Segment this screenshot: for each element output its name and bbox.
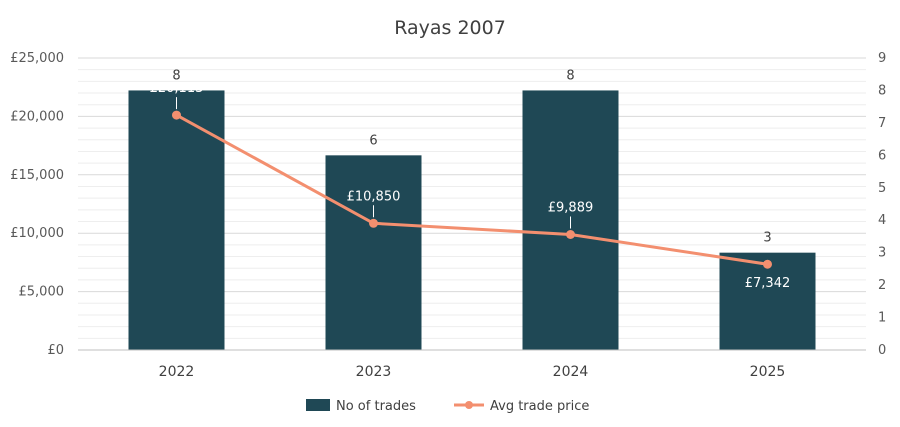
legend-swatch-bar — [306, 399, 330, 411]
right-tick-label: 8 — [878, 83, 886, 98]
line-point — [763, 259, 772, 269]
line-series: £20,113 £10,850 £9,889 £7,342 — [150, 81, 791, 291]
bar-data-label: 3 — [763, 231, 771, 246]
left-tick-label: £25,000 — [10, 51, 64, 66]
bar-data-label: 8 — [566, 68, 574, 83]
line-point — [566, 229, 575, 239]
right-tick-label: 7 — [878, 116, 886, 131]
right-tick-label: 3 — [878, 246, 886, 261]
left-tick-label: £20,000 — [10, 109, 64, 124]
left-tick-label: £0 — [47, 343, 64, 358]
legend-label-bar: No of trades — [336, 399, 416, 414]
chart-title: Rayas 2007 — [394, 17, 506, 39]
line-data-label: £10,850 — [347, 189, 401, 204]
right-tick-label: 6 — [878, 148, 886, 163]
bars: 8 6 8 3 — [128, 68, 816, 350]
left-axis: £0 £5,000 £10,000 £15,000 £20,000 £25,000 — [10, 51, 64, 358]
avg-price-line — [175, 113, 768, 266]
line-data-label: £9,889 — [548, 200, 594, 215]
bar-data-label: 8 — [172, 68, 180, 83]
legend-label-line: Avg trade price — [490, 399, 589, 414]
category-label: 2022 — [159, 364, 195, 380]
bar — [128, 90, 225, 350]
bar — [719, 252, 816, 350]
left-tick-label: £15,000 — [10, 168, 64, 183]
right-tick-label: 2 — [878, 278, 886, 293]
line-data-label: £20,113 — [150, 81, 204, 96]
left-tick-label: £5,000 — [19, 285, 65, 300]
right-axis: 0 1 2 3 4 5 6 7 8 9 — [878, 51, 886, 358]
category-label: 2024 — [553, 364, 589, 380]
right-tick-label: 0 — [878, 343, 886, 358]
line-point — [369, 218, 378, 228]
line-data-label: £7,342 — [745, 276, 791, 291]
left-tick-label: £10,000 — [10, 226, 64, 241]
line-point — [172, 110, 181, 120]
bar — [325, 155, 422, 350]
right-tick-label: 9 — [878, 51, 886, 66]
bar-data-label: 6 — [369, 133, 377, 148]
right-tick-label: 4 — [878, 213, 886, 228]
x-axis: 2022 2023 2024 2025 — [78, 349, 866, 380]
legend-swatch-marker — [465, 401, 473, 409]
right-tick-label: 5 — [878, 181, 886, 196]
category-label: 2023 — [356, 364, 392, 380]
legend: No of trades Avg trade price — [306, 399, 589, 414]
right-tick-label: 1 — [878, 311, 886, 326]
category-label: 2025 — [750, 364, 786, 380]
